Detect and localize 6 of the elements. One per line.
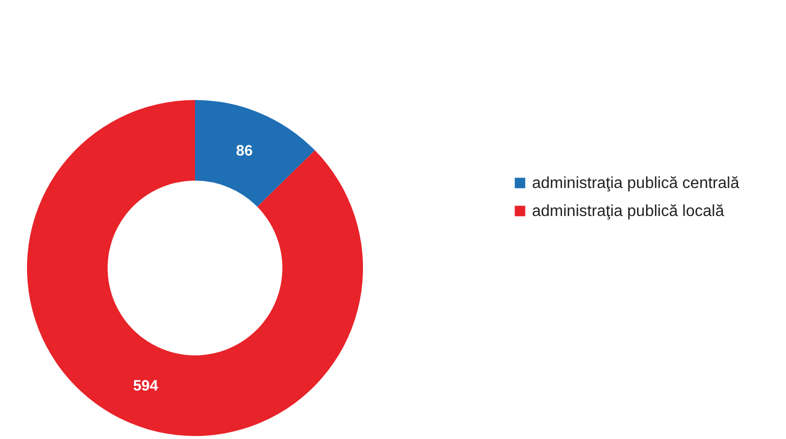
donut-slice	[27, 100, 363, 436]
legend-label: administraţia publică locală	[532, 203, 724, 220]
donut-slice	[195, 100, 315, 207]
legend-label: administraţia publică centrală	[532, 175, 740, 192]
data-label: 594	[133, 378, 159, 395]
data-label: 86	[236, 142, 253, 160]
